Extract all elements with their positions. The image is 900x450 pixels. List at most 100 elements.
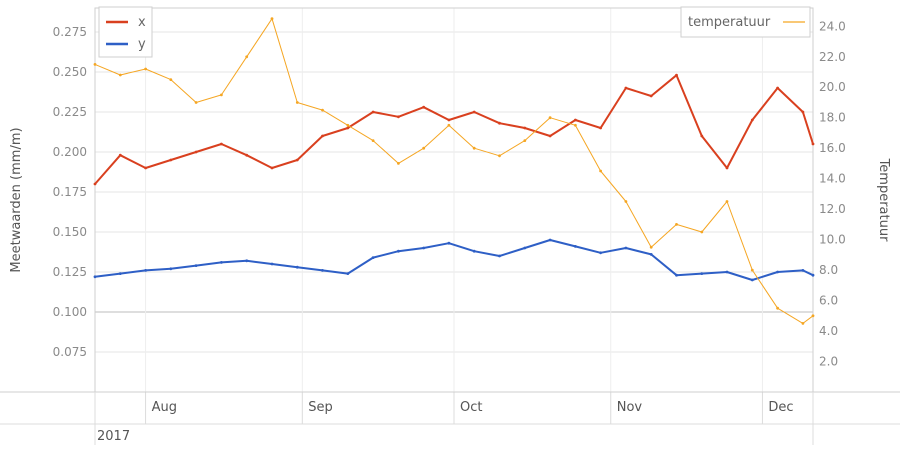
- data-point-x: [700, 134, 704, 138]
- data-point-temperatuur: [624, 200, 628, 203]
- x-month-label: Nov: [617, 400, 643, 415]
- data-point-y: [700, 272, 704, 275]
- data-point-y: [422, 246, 426, 250]
- data-point-x: [776, 86, 779, 90]
- y-right-axis-title: Temperatuur: [876, 158, 891, 243]
- y-left-tick-label: 0.150: [53, 225, 87, 239]
- y-right-tick-label: 22.0: [819, 50, 846, 64]
- legend-label-y: y: [138, 37, 146, 52]
- data-point-y: [811, 273, 815, 277]
- data-point-y: [472, 249, 476, 253]
- y-right-tick-label: 10.0: [819, 233, 846, 247]
- data-point-temperatuur: [599, 169, 602, 173]
- series-line-x: [94, 74, 814, 185]
- data-point-x: [523, 126, 527, 130]
- data-point-x: [346, 126, 350, 130]
- data-point-x: [599, 126, 602, 130]
- y-left-axis-title: Meetwaarden (mm/m): [9, 127, 24, 272]
- data-point-x: [649, 94, 653, 98]
- data-point-x: [447, 118, 451, 122]
- data-point-temperatuur: [472, 146, 476, 150]
- data-point-y: [447, 241, 451, 245]
- y-right-tick-label: 20.0: [819, 80, 846, 94]
- data-point-temperatuur: [523, 139, 527, 143]
- data-point-x: [371, 110, 375, 114]
- legend-label-temperatuur: temperatuur: [688, 15, 771, 30]
- data-point-x: [548, 134, 552, 138]
- data-point-x: [220, 142, 223, 146]
- data-point-y: [295, 265, 299, 269]
- data-point-temperatuur: [776, 306, 779, 310]
- data-point-y: [750, 278, 754, 282]
- data-point-x: [624, 86, 628, 90]
- data-point-y: [169, 267, 173, 271]
- data-point-temperatuur: [725, 200, 729, 203]
- data-point-y: [93, 275, 97, 279]
- data-point-x: [397, 115, 400, 119]
- data-point-temperatuur: [270, 17, 274, 21]
- y-right-tick-label: 4.0: [819, 324, 838, 338]
- data-point-temperatuur: [118, 73, 122, 77]
- data-point-temperatuur: [675, 223, 678, 226]
- data-point-x: [270, 166, 274, 170]
- data-point-temperatuur: [801, 322, 805, 325]
- data-point-temperatuur: [93, 63, 97, 66]
- x-month-label: Oct: [460, 400, 482, 415]
- data-point-y: [118, 272, 122, 275]
- y-left-tick-label: 0.275: [53, 25, 87, 39]
- data-point-temperatuur: [169, 78, 173, 81]
- y-right-tick-label: 24.0: [819, 19, 846, 33]
- y-left-tick-label: 0.225: [53, 105, 87, 119]
- data-point-x: [321, 134, 324, 138]
- y-right-tick-label: 6.0: [819, 294, 838, 308]
- data-point-y: [245, 259, 249, 263]
- legends: xy temperatuur: [98, 6, 811, 58]
- axes: 0.075 0.100 0.125 0.150 0.175 0.200 0.225 0.250…: [9, 19, 891, 444]
- data-point-temperatuur: [371, 139, 375, 143]
- data-point-temperatuur: [447, 123, 451, 127]
- data-point-temperatuur: [295, 101, 299, 104]
- data-point-y: [599, 251, 602, 255]
- data-point-temperatuur: [750, 268, 754, 272]
- data-point-y: [523, 246, 527, 250]
- x-year-label: 2017: [97, 429, 130, 444]
- series-line-y: [94, 239, 814, 281]
- data-point-y: [144, 269, 148, 272]
- y-right-tick-label: 8.0: [819, 263, 838, 277]
- legend-label-x: x: [138, 15, 146, 30]
- y-right-tick-label: 16.0: [819, 141, 846, 155]
- x-month-label: Sep: [308, 400, 333, 415]
- data-point-temperatuur: [144, 67, 148, 71]
- data-point-y: [321, 269, 324, 272]
- y-right-tick-label: 12.0: [819, 202, 846, 216]
- series-lines: [93, 17, 815, 325]
- data-point-y: [194, 264, 198, 267]
- data-point-y: [346, 272, 350, 275]
- data-point-x: [245, 153, 249, 157]
- data-point-x: [93, 182, 97, 186]
- data-point-temperatuur: [649, 245, 653, 249]
- data-point-x: [498, 121, 501, 125]
- data-point-temperatuur: [220, 93, 223, 97]
- data-point-x: [811, 142, 815, 146]
- data-point-x: [422, 105, 426, 109]
- series-line-temperatuur: [94, 18, 814, 324]
- data-point-y: [371, 256, 375, 259]
- data-point-y: [220, 261, 223, 264]
- data-point-x: [295, 158, 299, 162]
- data-point-temperatuur: [811, 314, 815, 318]
- data-point-x: [169, 158, 173, 162]
- y-right-tick-label: 18.0: [819, 111, 846, 125]
- data-point-temperatuur: [498, 154, 501, 158]
- data-point-temperatuur: [194, 101, 198, 104]
- data-point-temperatuur: [548, 116, 552, 120]
- data-point-x: [194, 150, 198, 154]
- x-month-label: Dec: [768, 400, 793, 415]
- data-point-x: [675, 73, 678, 77]
- data-point-temperatuur: [397, 162, 400, 165]
- chart-frame: [0, 7, 900, 445]
- data-point-y: [649, 253, 653, 256]
- data-point-y: [624, 246, 628, 250]
